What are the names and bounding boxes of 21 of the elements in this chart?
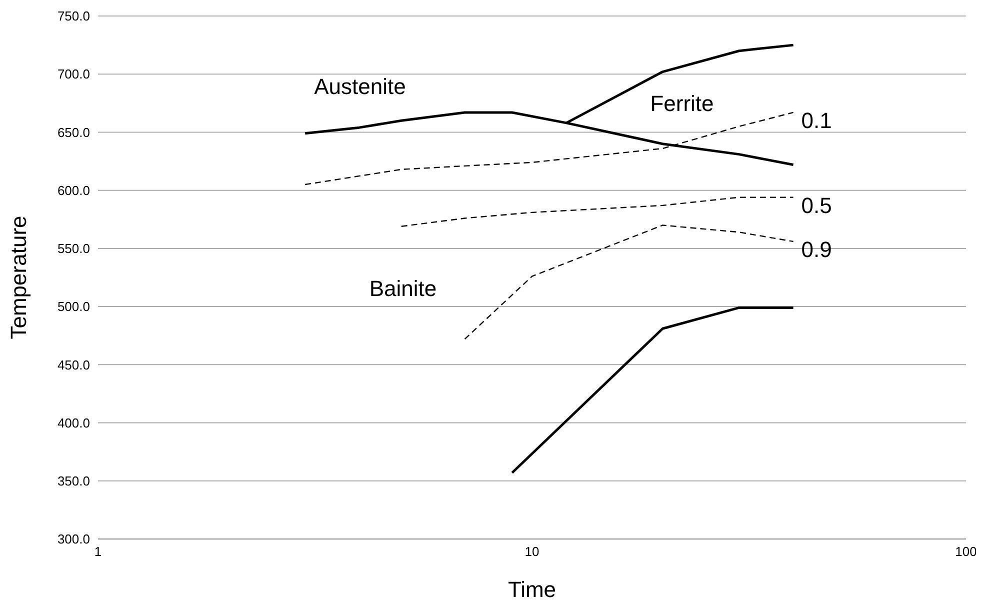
y-tick-label: 350.0 bbox=[57, 474, 90, 489]
x-tick-label: 10 bbox=[524, 544, 540, 560]
y-axis-title: Temperature bbox=[6, 216, 31, 340]
x-tick-label: 1 bbox=[94, 544, 102, 560]
annotation: Bainite bbox=[369, 276, 437, 302]
series-label: 0.1 bbox=[801, 108, 832, 134]
y-tick-label: 600.0 bbox=[57, 182, 90, 198]
y-tick-label: 750.0 bbox=[57, 8, 90, 24]
y-tick-label: 450.0 bbox=[57, 357, 90, 372]
x-tick-label: 100 bbox=[955, 544, 977, 560]
series-label: 0.9 bbox=[801, 237, 832, 262]
y-tick-label: 400.0 bbox=[57, 415, 90, 430]
annotation: Ferrite bbox=[650, 91, 714, 117]
x-axis-title: Time bbox=[508, 577, 556, 602]
annotation: Austenite bbox=[314, 74, 406, 100]
y-tick-label: 650.0 bbox=[57, 124, 90, 140]
series-label: 0.5 bbox=[801, 193, 832, 218]
y-tick-label: 500.0 bbox=[57, 299, 90, 314]
y-tick-label: 550.0 bbox=[57, 241, 90, 256]
y-tick-label: 300.0 bbox=[57, 532, 90, 547]
y-tick-label: 700.0 bbox=[57, 66, 90, 82]
